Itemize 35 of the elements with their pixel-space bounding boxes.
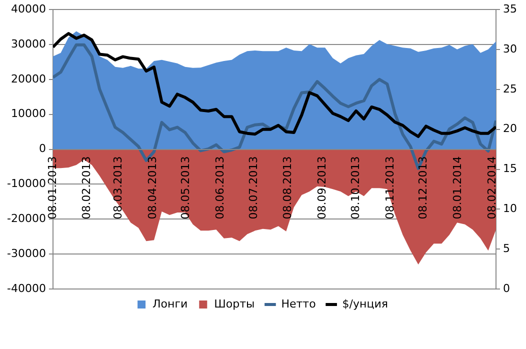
y2-tick-label: 30: [503, 42, 518, 56]
y2-tick-label: 5: [503, 242, 510, 255]
y-tick-label: -40000: [6, 282, 46, 295]
x-tick-label: 08.02.2014: [486, 156, 499, 220]
y-tick-label: -20000: [6, 212, 46, 226]
y-tick-label: 30000: [10, 37, 46, 50]
x-tick-label: 08.11.2013: [383, 156, 396, 220]
y-tick-label: -30000: [6, 246, 46, 260]
x-tick-label: 08.05.2013: [179, 156, 192, 220]
y2-tick-label: 20: [503, 122, 518, 136]
y-tick-label: 40000: [10, 2, 46, 16]
x-tick-label: 08.04.2013: [146, 156, 159, 220]
legend-label: Лонги: [152, 297, 188, 310]
x-tick-label: 08.09.2013: [316, 156, 329, 220]
y2-tick-label: 35: [503, 2, 518, 16]
x-tick-label: 08.07.2013: [246, 156, 260, 220]
legend-label: Шорты: [214, 297, 255, 310]
x-tick-label: 08.12.2013: [416, 156, 430, 220]
legend-label: Нетто: [281, 297, 316, 310]
y2-tick-label: 25: [503, 82, 518, 96]
y-tick-label: 20000: [10, 72, 46, 86]
y2-tick-label: 10: [503, 202, 518, 216]
legend-label: $/унция: [342, 297, 388, 310]
y2-tick-label: 15: [503, 162, 518, 176]
x-tick-label: 08.03.2013: [111, 156, 124, 220]
y-tick-label: -10000: [6, 177, 46, 190]
x-tick-label: 08.10.2013: [348, 156, 362, 220]
x-tick-label: 08.08.2013: [281, 156, 294, 220]
y2-tick-label: 0: [503, 282, 510, 295]
x-tick-label: 08.06.2013: [213, 156, 226, 220]
x-tick-label: 08.01.2014: [451, 156, 464, 220]
x-tick-label: 08.01.2013: [46, 156, 59, 220]
x-tick-label: 08.02.2013: [80, 156, 94, 220]
y-tick-label: 0: [38, 142, 46, 156]
y-tick-label: 10000: [10, 107, 46, 120]
